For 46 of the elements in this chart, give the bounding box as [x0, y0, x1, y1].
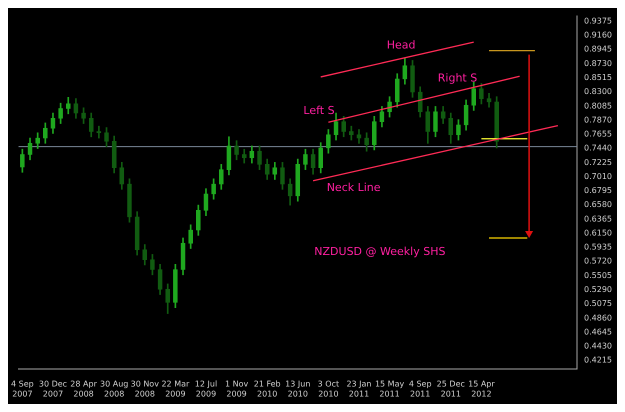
x-tick-label: 13 Jun 2010 [285, 380, 310, 398]
y-tick-label: 0.8300 [584, 87, 612, 96]
y-tick-label: 0.8515 [584, 73, 612, 82]
x-tick-label: 4 Sep 2011 [408, 380, 432, 398]
x-tick-label: 30 Aug 2008 [100, 380, 128, 398]
y-tick-label: 0.6795 [584, 186, 612, 196]
annotation: Left S [303, 104, 335, 117]
y-tick-label: 0.7010 [584, 172, 612, 181]
x-tick-label: 15 May 2011 [374, 380, 404, 398]
y-tick-label: 0.6365 [584, 214, 612, 224]
y-tick-label: 0.4645 [584, 327, 612, 336]
x-tick-label: 15 Apr 2012 [468, 380, 496, 398]
x-tick-label: 4 Sep 2007 [11, 380, 34, 398]
y-tick-label: 0.4430 [584, 342, 612, 351]
y-tick-label: 0.6150 [584, 228, 612, 238]
y-tick-label: 0.5935 [584, 242, 612, 252]
y-tick-label: 0.6580 [584, 200, 612, 210]
annotation: Neck Line [326, 180, 381, 194]
x-tick-label: 12 Jul 2009 [194, 380, 218, 398]
x-tick-label: 1 Nov 2009 [224, 380, 248, 398]
annotation: NZDUSD @ Weekly SHS [314, 245, 446, 258]
x-tick-label: 21 Feb 2010 [254, 380, 281, 398]
x-tick-label: 30 Dec 2007 [38, 380, 68, 398]
y-tick-label: 0.7440 [584, 144, 612, 153]
x-tick-label: 3 Oct 2010 [318, 380, 340, 398]
y-tick-label: 0.5075 [584, 299, 612, 308]
y-tick-label: 0.9160 [584, 30, 612, 40]
y-tick-label: 0.8730 [584, 58, 612, 68]
x-tick-label: 30 Nov 2008 [130, 380, 160, 398]
y-tick-label: 0.8085 [584, 101, 612, 110]
y-tick-label: 0.5290 [584, 284, 612, 294]
x-tick-label: 22 Mar 2009 [161, 380, 190, 398]
x-tick-label: 28 Apr 2008 [70, 380, 98, 398]
annotation: Right S [438, 71, 478, 84]
y-tick-label: 0.9375 [584, 16, 612, 26]
x-tick-label: 25 Dec 2011 [436, 380, 465, 398]
y-tick-label: 0.7225 [584, 158, 612, 167]
annotation: Head [386, 38, 416, 52]
y-tick-label: 0.8945 [584, 44, 612, 54]
y-tick-label: 0.7655 [584, 130, 612, 139]
x-tick-label: 23 Jan 2011 [346, 380, 372, 398]
y-tick-label: 0.4860 [584, 313, 612, 322]
y-tick-label: 0.5505 [584, 270, 612, 280]
y-tick-label: 0.7870 [584, 115, 612, 124]
y-tick-label: 0.5720 [584, 256, 612, 266]
y-tick-label: 0.4215 [584, 356, 612, 365]
